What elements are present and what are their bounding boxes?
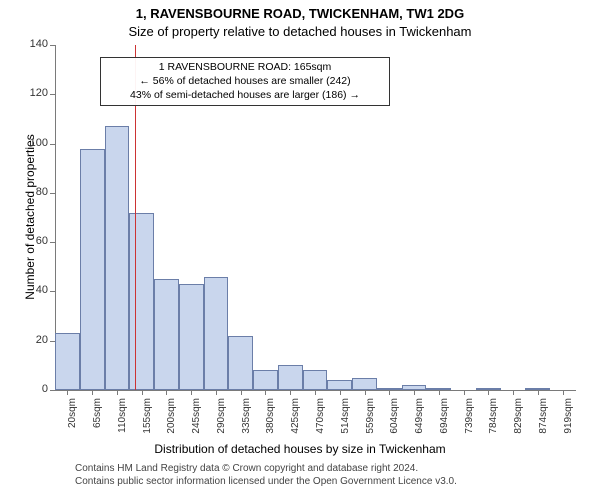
- y-tick-mark: [50, 94, 55, 95]
- y-tick-mark: [50, 144, 55, 145]
- annotation-line-2: ← 56% of detached houses are smaller (24…: [107, 74, 383, 88]
- histogram-chart: 1, RAVENSBOURNE ROAD, TWICKENHAM, TW1 2D…: [0, 0, 600, 500]
- histogram-bar: [154, 279, 179, 390]
- x-tick-label: 155sqm: [142, 398, 153, 448]
- x-tick-label: 514sqm: [340, 398, 351, 448]
- histogram-bar: [228, 336, 253, 390]
- x-tick-label: 380sqm: [265, 398, 276, 448]
- x-tick-mark: [142, 390, 143, 395]
- x-tick-mark: [414, 390, 415, 395]
- x-tick-label: 65sqm: [92, 398, 103, 448]
- x-tick-mark: [241, 390, 242, 395]
- histogram-bar: [179, 284, 204, 390]
- x-tick-mark: [315, 390, 316, 395]
- histogram-bar: [253, 370, 278, 390]
- x-tick-mark: [191, 390, 192, 395]
- x-tick-label: 425sqm: [290, 398, 301, 448]
- x-tick-label: 200sqm: [166, 398, 177, 448]
- x-tick-mark: [488, 390, 489, 395]
- x-tick-label: 470sqm: [315, 398, 326, 448]
- y-tick-label: 60: [20, 235, 48, 247]
- y-tick-mark: [50, 45, 55, 46]
- x-tick-label: 829sqm: [513, 398, 524, 448]
- y-tick-label: 100: [20, 137, 48, 149]
- x-tick-label: 335sqm: [241, 398, 252, 448]
- x-tick-mark: [117, 390, 118, 395]
- histogram-bar: [204, 277, 229, 390]
- x-tick-mark: [216, 390, 217, 395]
- x-tick-mark: [365, 390, 366, 395]
- histogram-bar: [327, 380, 352, 390]
- y-tick-label: 0: [20, 383, 48, 395]
- y-tick-label: 20: [20, 334, 48, 346]
- x-tick-label: 919sqm: [563, 398, 574, 448]
- chart-title: 1, RAVENSBOURNE ROAD, TWICKENHAM, TW1 2D…: [0, 6, 600, 21]
- footer-line-1: Contains HM Land Registry data © Crown c…: [75, 462, 457, 475]
- annotation-line-3: 43% of semi-detached houses are larger (…: [107, 88, 383, 102]
- x-tick-mark: [389, 390, 390, 395]
- x-tick-label: 559sqm: [365, 398, 376, 448]
- chart-subtitle: Size of property relative to detached ho…: [0, 24, 600, 39]
- x-tick-mark: [538, 390, 539, 395]
- y-tick-mark: [50, 390, 55, 391]
- x-tick-mark: [166, 390, 167, 395]
- histogram-bar: [129, 213, 154, 390]
- y-tick-label: 140: [20, 38, 48, 50]
- x-tick-mark: [92, 390, 93, 395]
- annotation-line-1: 1 RAVENSBOURNE ROAD: 165sqm: [107, 60, 383, 74]
- y-tick-label: 40: [20, 284, 48, 296]
- x-tick-label: 739sqm: [464, 398, 475, 448]
- x-tick-mark: [513, 390, 514, 395]
- x-tick-mark: [290, 390, 291, 395]
- histogram-bar: [105, 126, 130, 390]
- histogram-bar: [303, 370, 328, 390]
- x-tick-label: 20sqm: [67, 398, 78, 448]
- footer-line-2: Contains public sector information licen…: [75, 475, 457, 488]
- x-tick-mark: [464, 390, 465, 395]
- histogram-bar: [55, 333, 80, 390]
- y-tick-mark: [50, 291, 55, 292]
- x-tick-mark: [67, 390, 68, 395]
- histogram-bar: [80, 149, 105, 391]
- x-tick-label: 604sqm: [389, 398, 400, 448]
- y-tick-label: 120: [20, 87, 48, 99]
- x-tick-label: 649sqm: [414, 398, 425, 448]
- x-tick-label: 784sqm: [488, 398, 499, 448]
- x-tick-mark: [439, 390, 440, 395]
- histogram-bar: [352, 378, 377, 390]
- histogram-bar: [278, 365, 303, 390]
- x-tick-mark: [265, 390, 266, 395]
- annotation-box: 1 RAVENSBOURNE ROAD: 165sqm← 56% of deta…: [100, 57, 390, 106]
- x-tick-label: 110sqm: [117, 398, 128, 448]
- x-tick-mark: [563, 390, 564, 395]
- y-tick-mark: [50, 193, 55, 194]
- y-tick-mark: [50, 242, 55, 243]
- x-tick-label: 874sqm: [538, 398, 549, 448]
- x-tick-mark: [340, 390, 341, 395]
- x-tick-label: 245sqm: [191, 398, 202, 448]
- x-tick-label: 290sqm: [216, 398, 227, 448]
- footer-attribution: Contains HM Land Registry data © Crown c…: [75, 462, 457, 488]
- x-tick-label: 694sqm: [439, 398, 450, 448]
- y-tick-label: 80: [20, 186, 48, 198]
